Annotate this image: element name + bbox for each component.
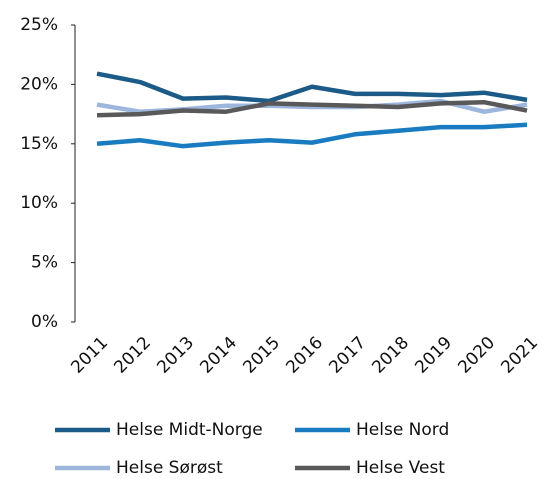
- legend-label: Helse Vest: [356, 458, 445, 478]
- y-tick-label: 15%: [20, 134, 58, 154]
- y-tick-label: 20%: [20, 74, 58, 94]
- legend-label: Helse Midt-Norge: [116, 420, 263, 440]
- x-tick-label: 2015: [239, 333, 284, 378]
- x-tick-label: 2016: [282, 333, 327, 378]
- y-tick-label: 0%: [31, 312, 58, 332]
- x-tick-label: 2020: [454, 333, 499, 378]
- series-line: [96, 122, 528, 149]
- x-tick-label: 2014: [196, 333, 241, 378]
- legend-label: Helse Nord: [356, 420, 449, 440]
- x-tick-label: 2019: [411, 333, 456, 378]
- legend-label: Helse Sørøst: [116, 458, 223, 478]
- y-tick-label: 10%: [20, 193, 58, 213]
- series-line: [96, 99, 528, 118]
- x-tick-label: 2021: [497, 333, 542, 378]
- series-line: [96, 71, 528, 104]
- y-tick-label: 5%: [31, 253, 58, 273]
- x-tick-label: 2018: [368, 333, 413, 378]
- x-tick-label: 2012: [110, 333, 155, 378]
- x-tick-label: 2011: [67, 333, 112, 378]
- x-tick-label: 2013: [153, 333, 198, 378]
- y-tick-label: 25%: [20, 15, 58, 35]
- x-tick-label: 2017: [325, 333, 370, 378]
